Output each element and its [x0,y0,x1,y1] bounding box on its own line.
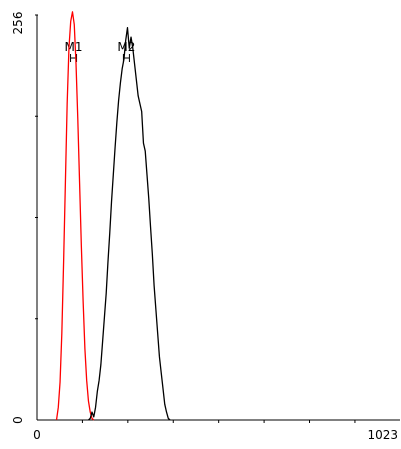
marker-label-m1: M1 [65,40,83,54]
y-tick-label: 0 [11,416,25,424]
x-tick-label: 0 [33,428,41,442]
y-tick-label: 256 [11,12,25,35]
x-tick-label: 1023 [367,428,398,442]
marker-label-m2: M2 [117,40,135,54]
histogram-series-2 [88,27,171,421]
tick-labels: 0 1023 0 256 [11,12,398,442]
series-group [55,11,171,421]
histogram-series-1 [55,11,95,421]
axes [35,14,400,423]
